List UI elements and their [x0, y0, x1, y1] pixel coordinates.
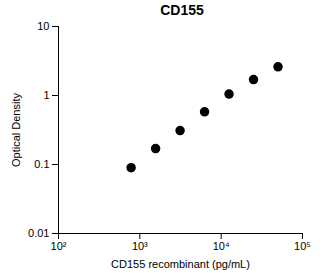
svg-text:10³: 10³ [132, 240, 148, 252]
svg-text:10²: 10² [51, 240, 67, 252]
svg-text:Optical Density: Optical Density [10, 93, 22, 167]
svg-text:1: 1 [43, 89, 49, 101]
svg-text:10⁴: 10⁴ [213, 240, 230, 252]
svg-text:0.1: 0.1 [34, 158, 49, 170]
svg-text:10: 10 [37, 20, 49, 32]
html-text:CD155: CD155 [160, 2, 204, 18]
svg-text:0.01: 0.01 [28, 227, 49, 239]
svg-text:CD155 recombinant (pg/mL): CD155 recombinant (pg/mL) [111, 258, 250, 270]
svg-text:10⁵: 10⁵ [294, 240, 311, 252]
